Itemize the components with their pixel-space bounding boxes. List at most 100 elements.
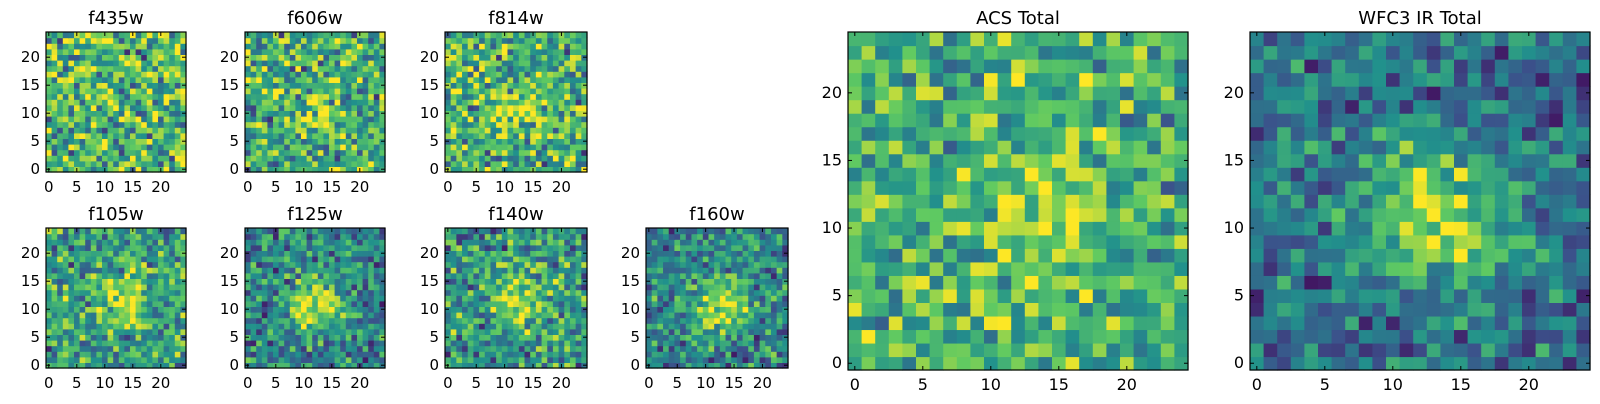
heatmap-cell — [374, 54, 380, 60]
heatmap-cell — [136, 99, 142, 105]
heatmap-cell — [273, 267, 279, 273]
heatmap-cell — [462, 116, 468, 122]
heatmap-cell — [547, 267, 553, 273]
heatmap-cell — [351, 150, 357, 156]
heatmap-cell — [998, 194, 1012, 208]
heatmap-cell — [152, 318, 158, 324]
heatmap-cell — [652, 267, 658, 273]
heatmap-cell — [1025, 181, 1039, 195]
heatmap-cell — [284, 273, 290, 279]
heatmap-cell — [85, 250, 91, 256]
heatmap-cell — [680, 278, 686, 284]
heatmap-cell — [1079, 262, 1093, 276]
heatmap-cell — [164, 105, 170, 111]
heatmap-cell — [1106, 329, 1120, 343]
heatmap-cell — [564, 60, 570, 66]
heatmap-cell — [346, 133, 352, 139]
y-tick-label: 15 — [621, 272, 640, 290]
heatmap-cell — [279, 116, 285, 122]
heatmap-cell — [351, 82, 357, 88]
heatmap-cell — [108, 94, 114, 100]
heatmap-cell — [113, 110, 119, 116]
heatmap-cell — [279, 49, 285, 55]
heatmap-cell — [141, 323, 147, 329]
heatmap-cell — [771, 250, 777, 256]
heatmap-cell — [256, 110, 262, 116]
heatmap-cell — [490, 334, 496, 340]
heatmap-cell — [68, 234, 74, 240]
heatmap-cell — [273, 284, 279, 290]
heatmap-cell — [318, 77, 324, 83]
heatmap-cell — [686, 306, 692, 312]
heatmap-cell — [513, 346, 519, 352]
heatmap-cell — [445, 43, 451, 49]
heatmap-cell — [175, 161, 181, 167]
heatmap-cell — [284, 116, 290, 122]
y-tick-label: 0 — [229, 160, 239, 178]
heatmap-cell — [576, 38, 582, 44]
heatmap-cell — [113, 122, 119, 128]
heatmap-cell — [576, 346, 582, 352]
heatmap-cell — [513, 155, 519, 161]
heatmap-cell — [875, 343, 889, 357]
heatmap-cell — [754, 239, 760, 245]
heatmap-cell — [346, 262, 352, 268]
heatmap-cell — [889, 302, 903, 316]
heatmap-cell — [862, 262, 876, 276]
heatmap-cell — [1120, 167, 1134, 181]
heatmap-cell — [357, 256, 363, 262]
heatmap-cell — [547, 94, 553, 100]
heatmap-cell — [536, 105, 542, 111]
heatmap-cell — [456, 105, 462, 111]
heatmap-cell — [479, 267, 485, 273]
heatmap-cell — [136, 323, 142, 329]
heatmap-cell — [52, 43, 58, 49]
heatmap-cell — [279, 334, 285, 340]
heatmap-cell — [267, 105, 273, 111]
heatmap-cell — [1147, 302, 1161, 316]
heatmap-cell — [312, 284, 318, 290]
heatmap-cell — [530, 357, 536, 363]
heatmap-cell — [564, 228, 570, 234]
heatmap-cell — [262, 329, 268, 335]
x-tick-label: 0 — [644, 374, 654, 392]
heatmap-cell — [663, 234, 669, 240]
heatmap-cell — [1134, 235, 1148, 249]
heatmap-cell — [1161, 208, 1175, 222]
heatmap-cell — [570, 290, 576, 296]
heatmap-cell — [323, 334, 329, 340]
heatmap-cell — [164, 284, 170, 290]
heatmap-cell — [1038, 316, 1052, 330]
heatmap-cell — [85, 234, 91, 240]
heatmap-cell — [646, 267, 652, 273]
heatmap-cell — [91, 43, 97, 49]
heatmap-cell — [771, 301, 777, 307]
heatmap-cell — [1066, 208, 1080, 222]
heatmap-cell — [490, 228, 496, 234]
heatmap-cell — [445, 88, 451, 94]
heatmap-cell — [456, 138, 462, 144]
heatmap-cell — [102, 273, 108, 279]
heatmap-cell — [570, 312, 576, 318]
heatmap-cell — [80, 43, 86, 49]
heatmap-cell — [74, 334, 80, 340]
heatmap-cell — [119, 245, 125, 251]
heatmap-cell — [564, 161, 570, 167]
heatmap-cell — [124, 234, 130, 240]
heatmap-cell — [502, 239, 508, 245]
heatmap-cell — [164, 116, 170, 122]
heatmap-cell — [731, 273, 737, 279]
heatmap-cell — [490, 245, 496, 251]
heatmap-cell — [318, 71, 324, 77]
heatmap-cell — [141, 346, 147, 352]
heatmap-cell — [147, 351, 153, 357]
heatmap-cell — [368, 267, 374, 273]
heatmap-cell — [374, 127, 380, 133]
heatmap-cell — [262, 256, 268, 262]
heatmap-cell — [351, 105, 357, 111]
heatmap-cell — [525, 144, 531, 150]
heatmap-cell — [576, 318, 582, 324]
heatmap-cell — [473, 334, 479, 340]
